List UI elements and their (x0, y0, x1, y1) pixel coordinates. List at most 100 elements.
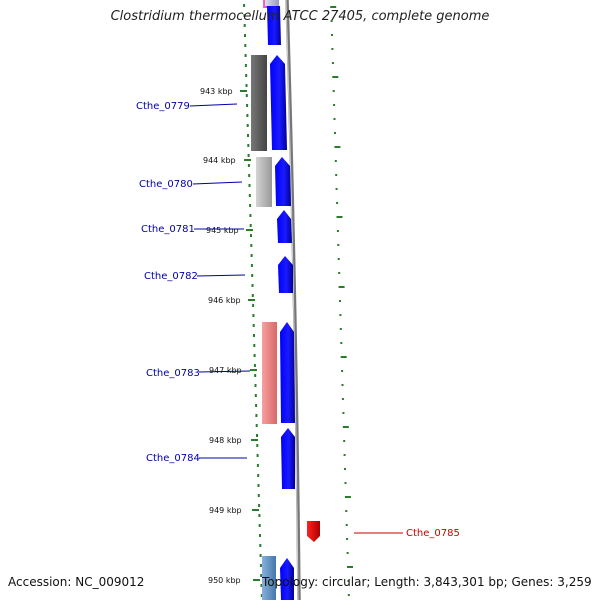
inner-rail-dot (256, 464, 259, 467)
gene-label-0782[interactable]: Cthe_0782 (144, 271, 198, 282)
inner-rail-dot (244, 34, 246, 37)
outer-rail-dot (345, 510, 348, 512)
inner-rail-dot (251, 284, 254, 287)
inner-rail-dot (258, 524, 261, 527)
gene-label-0780[interactable]: Cthe_0780 (139, 179, 193, 190)
accession-info: Accession: NC_009012 (8, 575, 145, 589)
inner-rail-dot (245, 74, 248, 77)
gene-label-0783[interactable]: Cthe_0783 (146, 368, 200, 379)
gene-arrow-top (267, 6, 281, 45)
inner-rail-dot (250, 244, 253, 247)
inner-rail-dot (247, 164, 250, 167)
inner-rail-dot (260, 584, 263, 587)
inner-rail-dot (244, 64, 247, 67)
inner-rail-dot (250, 234, 252, 237)
forward-gene-track (265, 0, 295, 600)
inner-rail-dot (259, 534, 261, 537)
inner-rail-dot (250, 264, 253, 267)
inner-rail-dot (244, 54, 247, 57)
gene-arrow-0781[interactable] (277, 210, 292, 243)
inner-rail-dot (247, 154, 250, 157)
label-connectors (189, 103, 403, 534)
inner-rail-dot (254, 384, 257, 387)
cog-track (251, 0, 277, 600)
cog-block-dark-0779[interactable] (251, 55, 267, 151)
gene-label-0784[interactable]: Cthe_0784 (146, 453, 200, 464)
backbone-arc (285, 0, 301, 601)
inner-rail-dot (247, 134, 249, 137)
inner-rail-dot (248, 194, 251, 197)
outer-tick-rail (330, 6, 353, 596)
inner-rail-dot (246, 114, 249, 117)
outer-rail-dot (336, 216, 343, 218)
gene-label-0781[interactable]: Cthe_0781 (141, 224, 195, 235)
connector-0782 (196, 274, 246, 277)
connector-0780 (192, 181, 243, 185)
outer-rail-dot (333, 104, 336, 106)
outer-rail-dot (331, 62, 334, 64)
inner-rail-dot (254, 394, 257, 397)
outer-rail-dot (335, 188, 338, 190)
outer-rail-dot (338, 272, 341, 274)
outer-rail-dot (336, 202, 339, 204)
outer-rail-dot (334, 132, 336, 134)
gene-arrow-0784[interactable] (281, 428, 295, 489)
inner-rail-dot (248, 174, 251, 177)
outer-rail-dot (343, 454, 346, 456)
inner-rail-dot (257, 484, 260, 487)
gene-arrow-0785[interactable] (307, 521, 320, 542)
cog-block-light-0780[interactable] (256, 157, 272, 207)
inner-rail-dot (243, 24, 246, 27)
kbp-label-949: 949 kbp (209, 506, 242, 515)
outer-rail-dot (346, 538, 349, 540)
inner-rail-dot (259, 564, 262, 567)
inner-rail-dot (256, 434, 258, 437)
inner-rail-dot (254, 374, 257, 377)
cog-block-pink-0783[interactable] (262, 322, 277, 424)
inner-tick-rail (243, 4, 263, 597)
kbp-label-943: 943 kbp (200, 87, 233, 96)
outer-rail-dot (340, 342, 343, 344)
topology-info: Topology: circular; Length: 3,843,301 bp… (262, 575, 592, 589)
outer-rail-dot (332, 90, 335, 92)
gene-arrow-0783[interactable] (280, 322, 295, 423)
outer-rail-dot (347, 580, 350, 582)
connector-0783 (198, 370, 251, 373)
outer-rail-dot (338, 286, 345, 288)
outer-rail-dot (334, 146, 341, 148)
kbp-label-945: 945 kbp (206, 226, 239, 235)
inner-rail-dot (256, 454, 259, 457)
outer-rail-dot (341, 384, 344, 386)
outer-rail-dot (344, 468, 346, 470)
inner-rail-dot (249, 204, 252, 207)
inner-rail-dot (247, 144, 250, 147)
outer-rail-dot (347, 594, 350, 596)
inner-rail-dot (244, 44, 247, 47)
inner-rail-dot (245, 94, 248, 97)
gene-arrow-0782[interactable] (278, 256, 293, 293)
kbp-label-948: 948 kbp (209, 436, 242, 445)
inner-rail-dot (255, 414, 258, 417)
gene-arrow-0779[interactable] (270, 55, 287, 150)
inner-rail-dot (243, 14, 246, 17)
outer-rail-dot (347, 566, 353, 568)
gene-label-0779[interactable]: Cthe_0779 (136, 101, 190, 112)
inner-rail-dot (256, 444, 259, 447)
inner-rail-dot (257, 494, 260, 497)
outer-rail-dot (331, 48, 334, 50)
inner-rail-dot (259, 544, 262, 547)
outer-rail-dot (337, 258, 340, 260)
inner-rail-dot (257, 474, 260, 477)
inner-rail-dot (255, 404, 258, 407)
inner-rail-dot (253, 344, 256, 347)
gene-arrow-0780[interactable] (275, 157, 291, 206)
inner-rail-dot (243, 4, 246, 7)
inner-rail-dot (258, 514, 261, 517)
outer-rail-dot (344, 496, 351, 498)
inner-rail-dot (255, 424, 258, 427)
gene-label-0785[interactable]: Cthe_0785 (406, 528, 460, 539)
outer-rail-dot (335, 174, 338, 176)
outer-rail-dot (333, 118, 336, 120)
